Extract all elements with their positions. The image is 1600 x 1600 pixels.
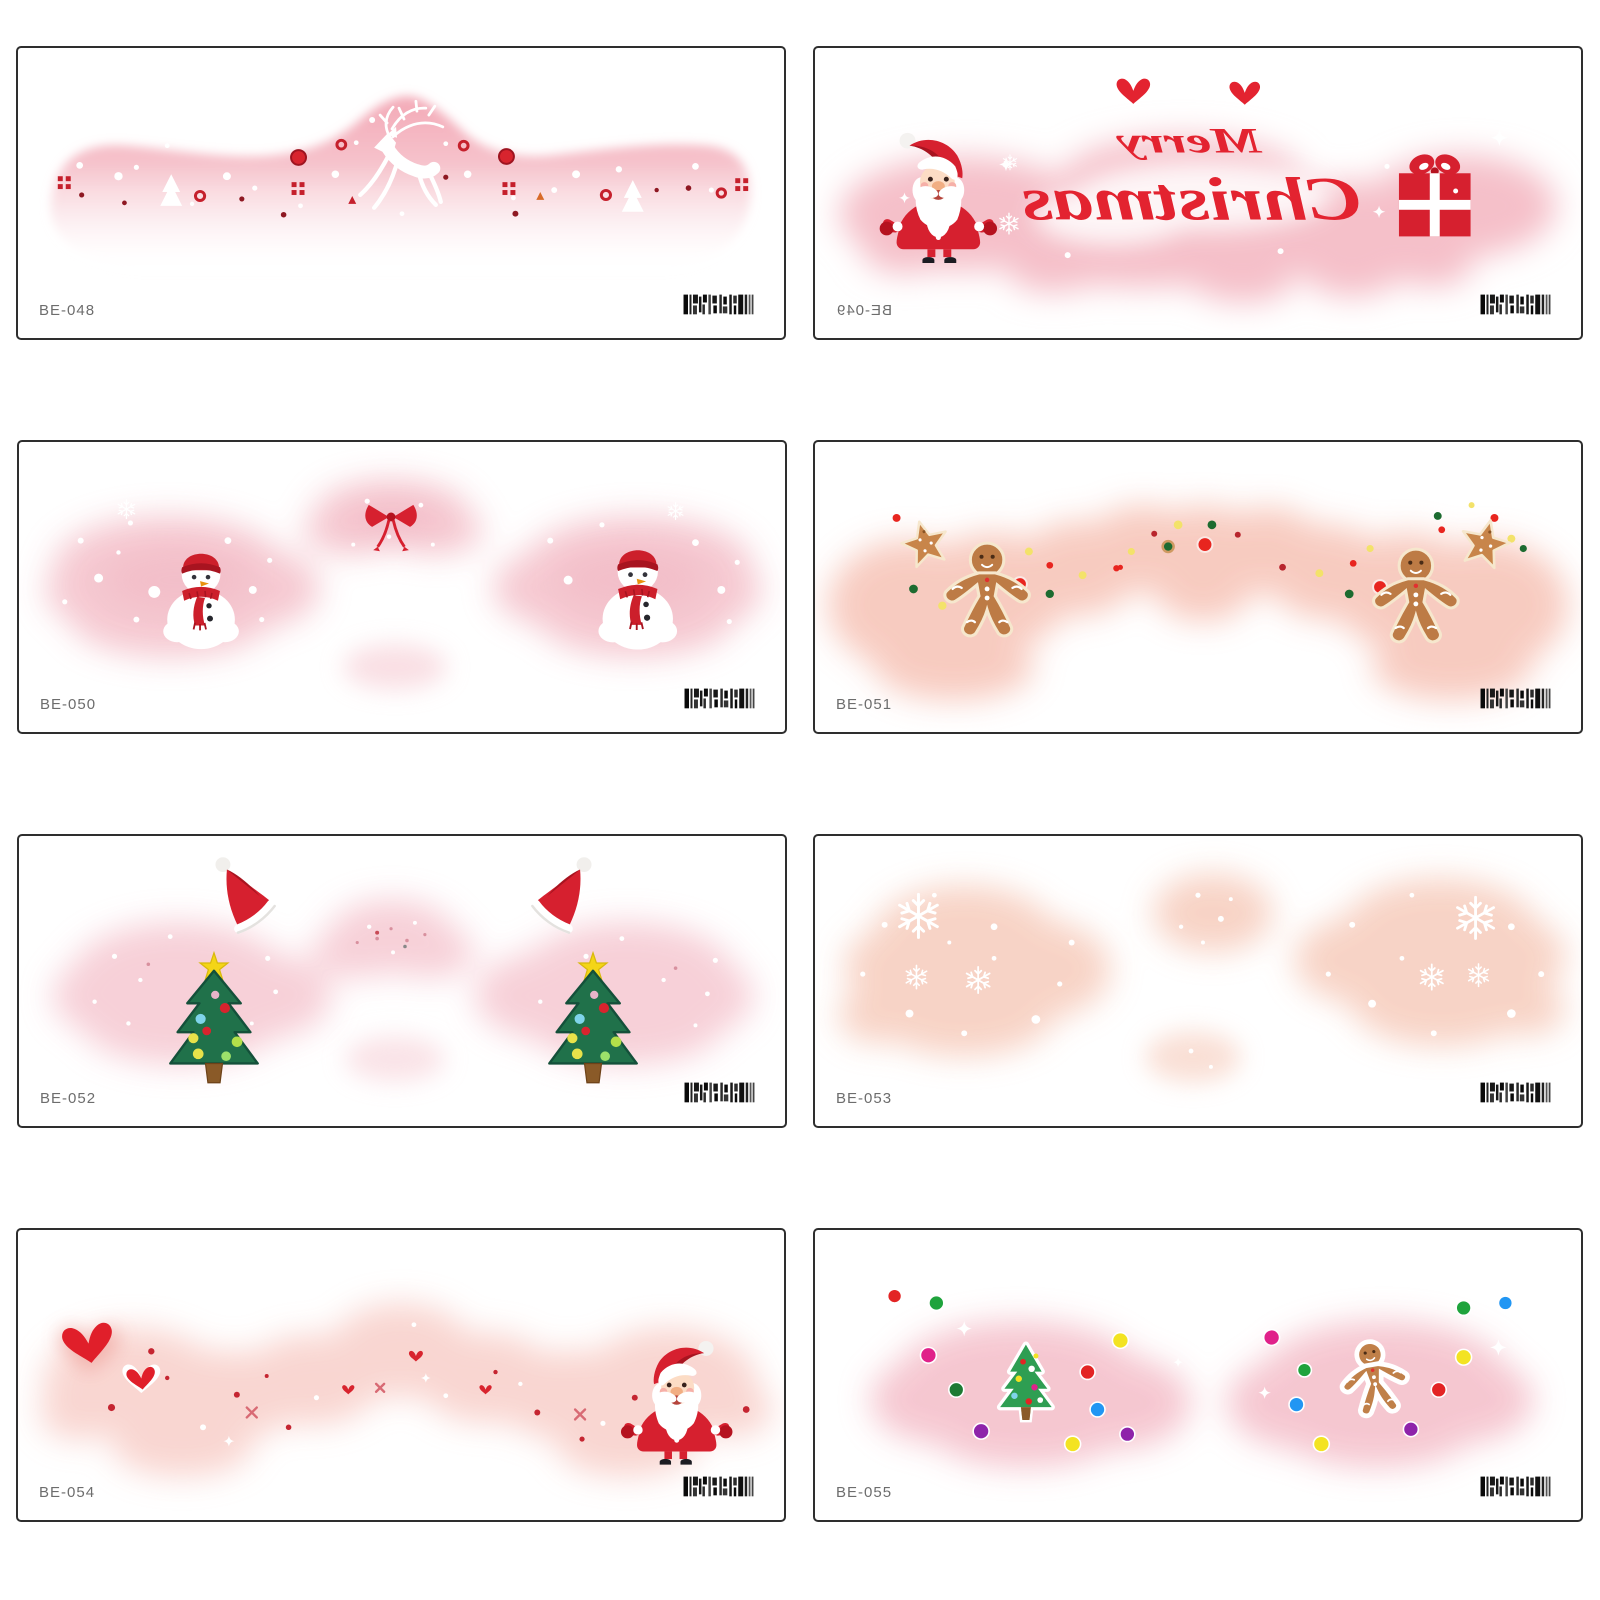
svg-text:Merry: Merry: [1116, 121, 1263, 161]
svg-text:Christmas: Christmas: [1021, 166, 1361, 234]
